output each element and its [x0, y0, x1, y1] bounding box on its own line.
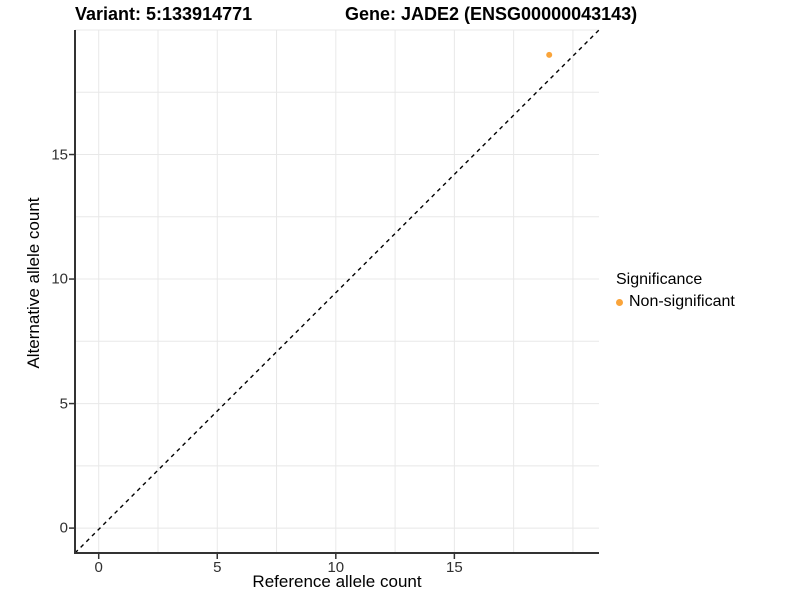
identity-reference-line — [74, 29, 600, 554]
x-tick-label: 0 — [94, 559, 103, 576]
legend-item-label: Non-significant — [629, 293, 735, 310]
legend: Significance Non-significant — [616, 271, 735, 311]
legend-point-icon — [616, 298, 623, 306]
x-tick-label: 15 — [446, 559, 463, 576]
x-tick-label: 10 — [327, 559, 345, 576]
y-axis-title: Alternative allele count — [24, 197, 43, 369]
data-point — [546, 51, 553, 58]
legend-item-non-significant: Non-significant — [616, 293, 735, 311]
y-tick-label: 15 — [51, 146, 68, 164]
y-tick-label: 5 — [59, 395, 68, 413]
plot-title-gene: Gene: JADE2 (ENSG00000043143) — [345, 4, 638, 24]
x-tick-label: 5 — [213, 559, 222, 576]
plot-title-variant: Variant: 5:133914771 — [75, 4, 253, 24]
y-tick-label: 10 — [51, 270, 68, 288]
x-axis-title: Reference allele count — [252, 572, 422, 591]
legend-title: Significance — [616, 271, 703, 288]
y-tick-label: 0 — [59, 519, 68, 537]
